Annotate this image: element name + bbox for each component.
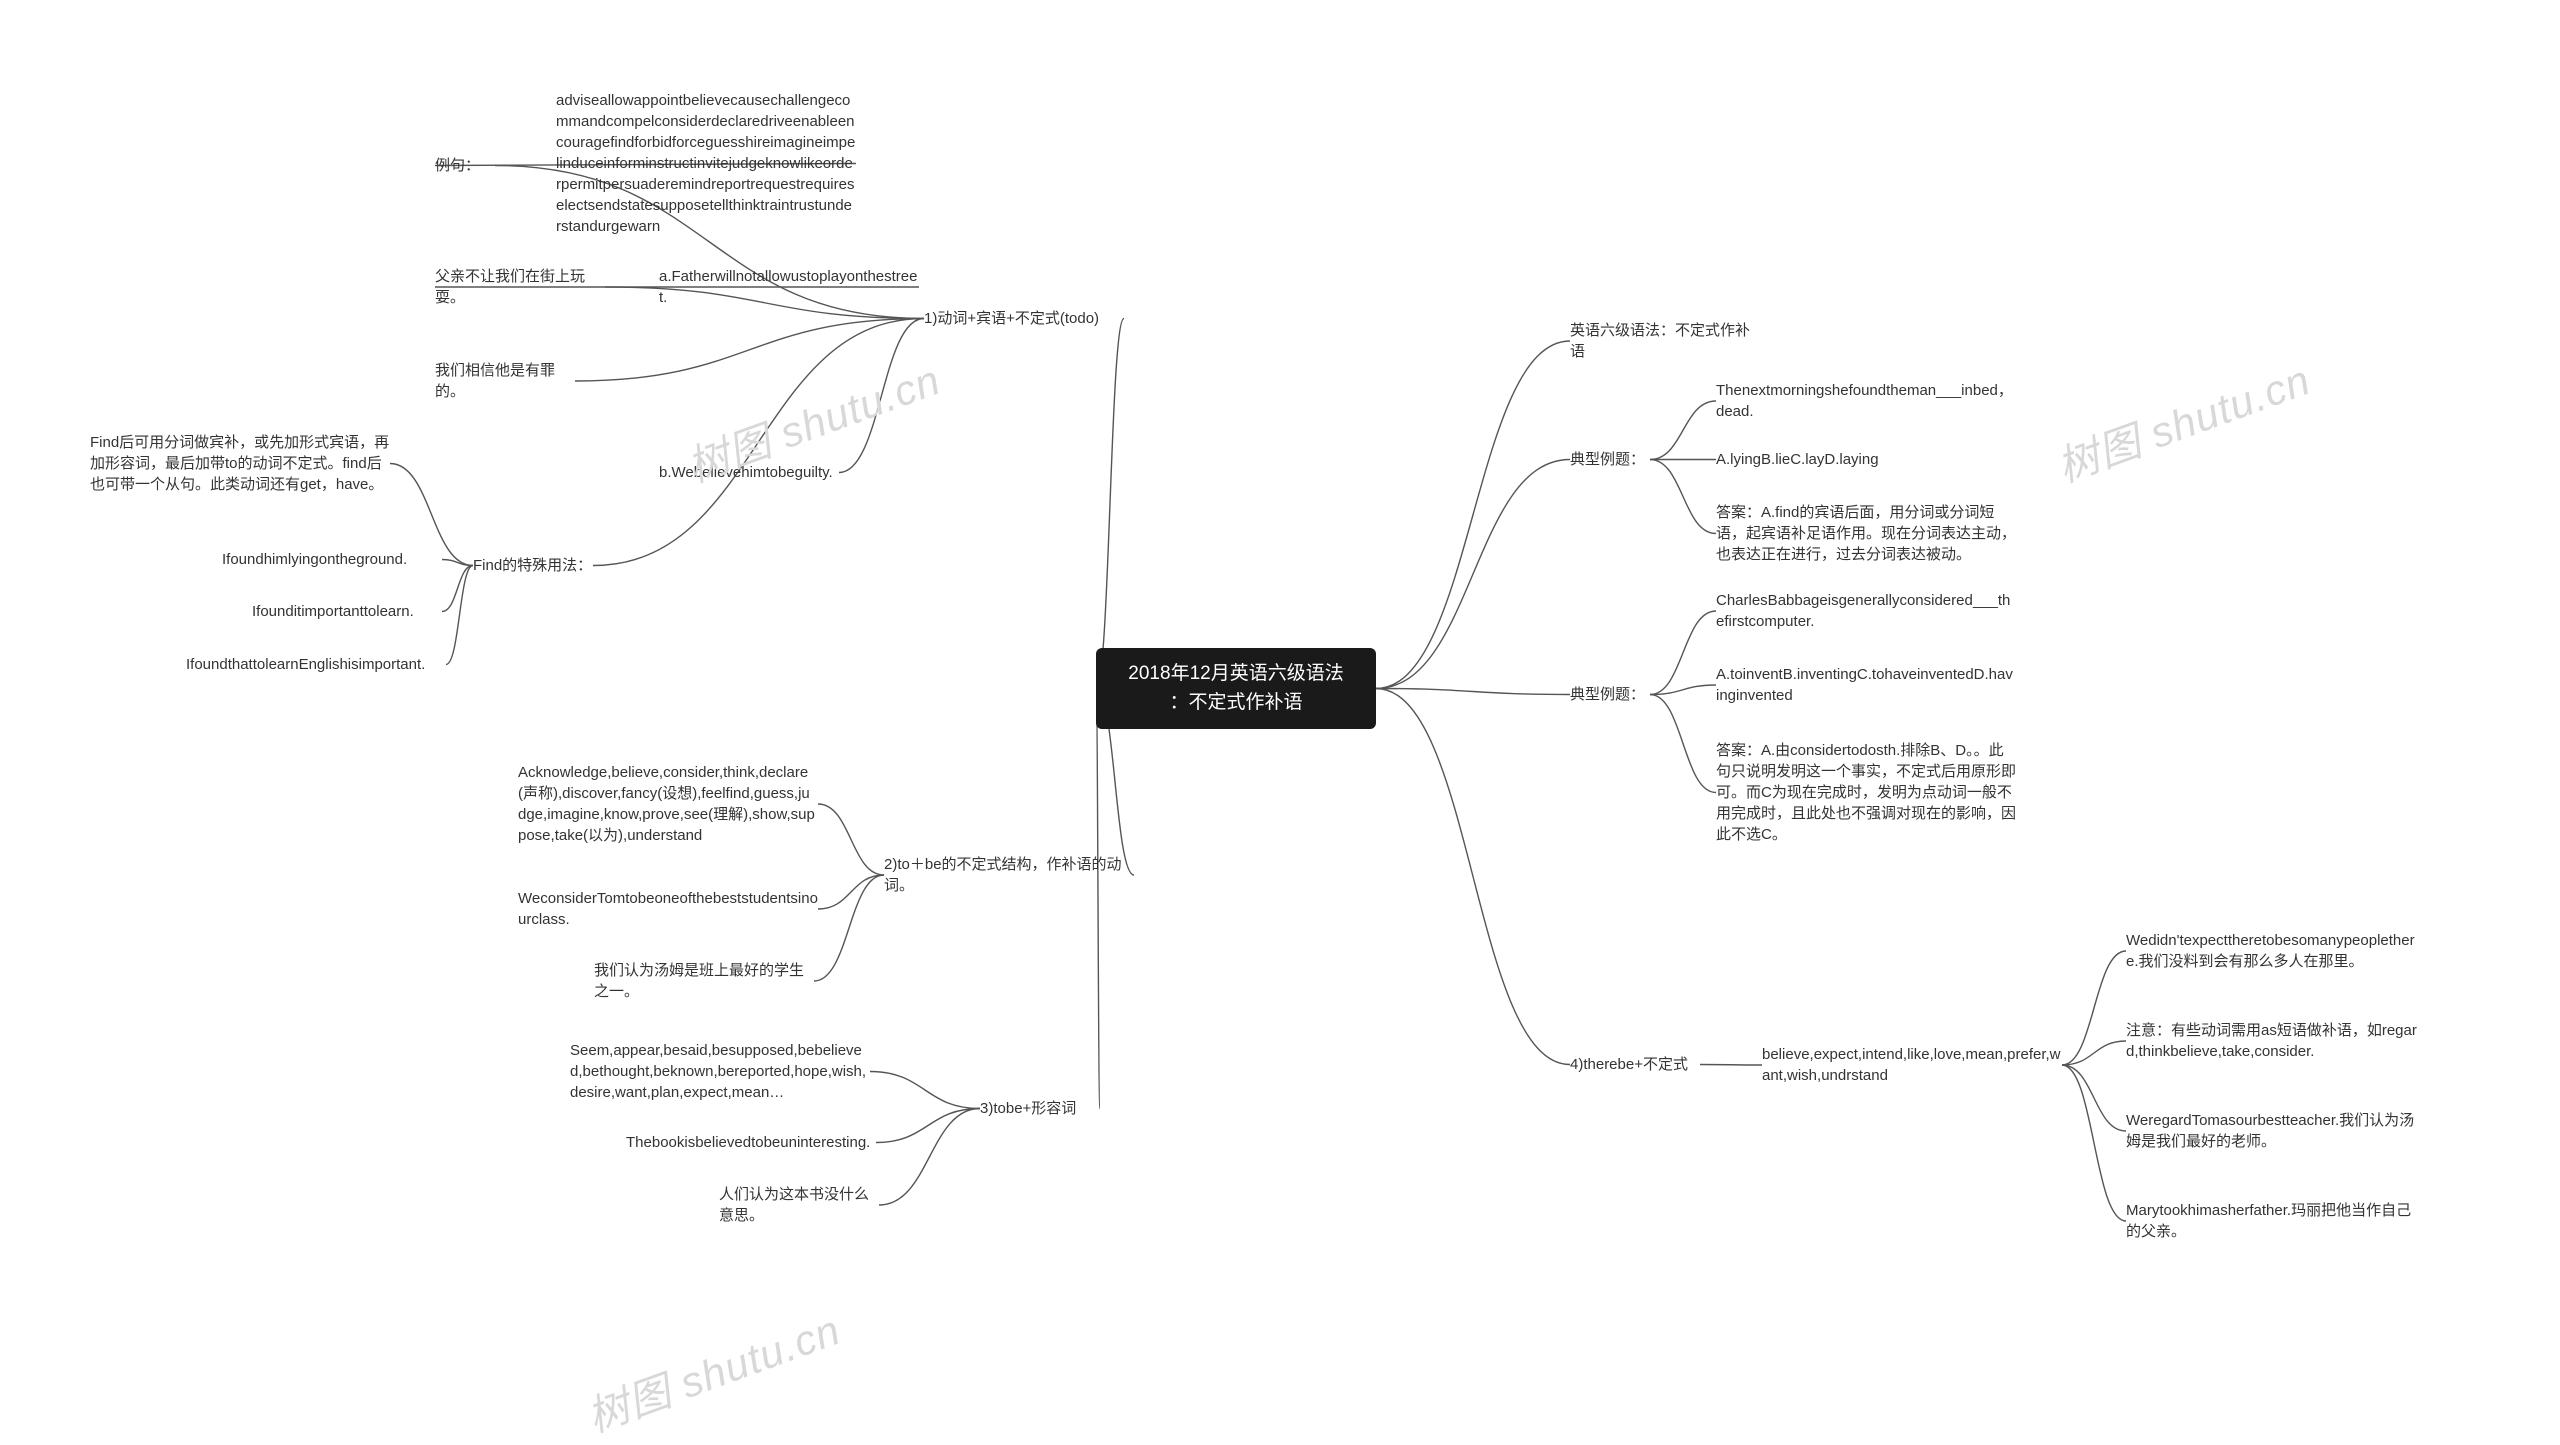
mindmap-node: Thenextmorningshefoundtheman___inbed，dea… [1716,380,2016,422]
mindmap-node: 注意：有些动词需用as短语做补语，如regard,thinkbelieve,ta… [2126,1020,2426,1062]
mindmap-node: 答案：A.由considertodosth.排除B、D。。此句只说明发明这一个事… [1716,740,2016,845]
mindmap-node: a.Fatherwillnotallowustoplayonthestreet. [659,266,919,308]
mindmap-node: 我们相信他是有罪的。 [435,360,575,402]
mindmap-canvas: 2018年12月英语六级语法：不定式作补语 1)动词+宾语+不定式(todo) 例句… [0,0,2560,1401]
mindmap-node: Find后可用分词做宾补，或先加形式宾语，再加形容词，最后加带to的动词不定式。… [90,432,390,495]
mindmap-node: 我们认为汤姆是班上最好的学生之一。 [594,960,814,1002]
mindmap-node: Seem,appear,besaid,besupposed,bebelieved… [570,1040,870,1103]
mindmap-node: IfoundthattolearnEnglishisimportant. [186,654,446,675]
mindmap-node: 父亲不让我们在街上玩耍。 [435,266,605,308]
mindmap-node: 答案：A.find的宾语后面，用分词或分词短语，起宾语补足语作用。现在分词表达主… [1716,502,2016,565]
mindmap-node: Find的特殊用法： [473,555,593,576]
mindmap-node: Acknowledge,believe,consider,think,decla… [518,762,818,846]
mindmap-node: Ifounditimportanttolearn. [252,601,442,622]
mindmap-node: A.toinventB.inventingC.tohaveinventedD.h… [1716,664,2016,706]
watermark: 树图 shutu.cn [2048,346,2318,494]
mindmap-node: WeconsiderTomtobeoneofthebeststudentsino… [518,888,818,930]
mindmap-node: 典型例题： [1570,449,1650,470]
mindmap-node: 典型例题： [1570,684,1650,705]
mindmap-node: b.Webelievehimtobeguilty. [659,462,839,483]
mindmap-node: 4)therebe+不定式 [1570,1054,1700,1075]
mindmap-node: 2)to＋be的不定式结构，作补语的动词。 [884,854,1134,896]
mindmap-node: 3)tobe+形容词 [980,1098,1100,1119]
mindmap-node: Thebookisbelievedtobeuninteresting. [626,1132,876,1153]
mindmap-node: believe,expect,intend,like,love,mean,pre… [1762,1044,2062,1086]
mindmap-node: 英语六级语法：不定式作补语 [1570,320,1760,362]
mindmap-node: WeregardTomasourbestteacher.我们认为汤姆是我们最好的… [2126,1110,2426,1152]
mindmap-node: 例句： [435,155,495,176]
mindmap-node: A.lyingB.lieC.layD.laying [1716,449,1916,470]
mindmap-node: 人们认为这本书没什么意思。 [719,1184,879,1226]
watermark: 树图 shutu.cn [578,1296,848,1444]
mindmap-node: Wedidn'texpecttheretobesomanypeoplethere… [2126,930,2426,972]
mindmap-node: CharlesBabbageisgenerallyconsidered___th… [1716,590,2016,632]
mindmap-node: Ifoundhimlyingontheground. [222,549,442,570]
mindmap-node: adviseallowappointbelievecausechallengec… [556,90,856,237]
mindmap-node: 1)动词+宾语+不定式(todo) [924,308,1124,329]
mindmap-node: Marytookhimasherfather.玛丽把他当作自己的父亲。 [2126,1200,2426,1242]
center-node: 2018年12月英语六级语法：不定式作补语 [1096,648,1376,729]
